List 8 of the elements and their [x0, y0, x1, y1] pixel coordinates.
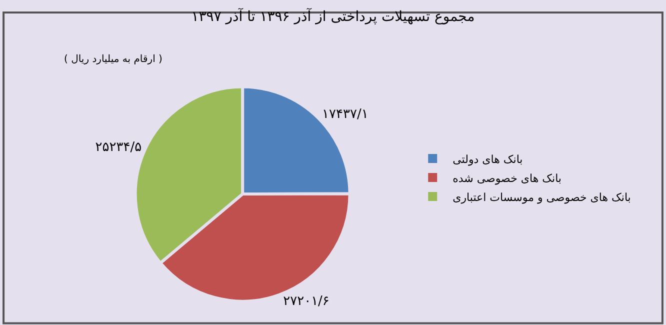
- legend-label: بانک های دولتی: [452, 152, 523, 166]
- data-label: ۱۷۴۳۷/۱: [322, 106, 368, 122]
- text: ( ارقام به میلیارد ریال ): [64, 54, 163, 65]
- legend-label: بانک های خصوصی شده: [452, 172, 562, 185]
- data-label: ۲۷۲۰۱/۶: [283, 294, 330, 309]
- legend-label: بانک های خصوصی و موسسات اعتباری: [452, 190, 631, 204]
- data-label: ۲۵۲۳۴/۵: [95, 140, 142, 155]
- chart-title: مجموع تسهیلات پرداختی از آذر ۱۳۹۶ تا آذر ۱۳۹۷: [191, 7, 475, 26]
